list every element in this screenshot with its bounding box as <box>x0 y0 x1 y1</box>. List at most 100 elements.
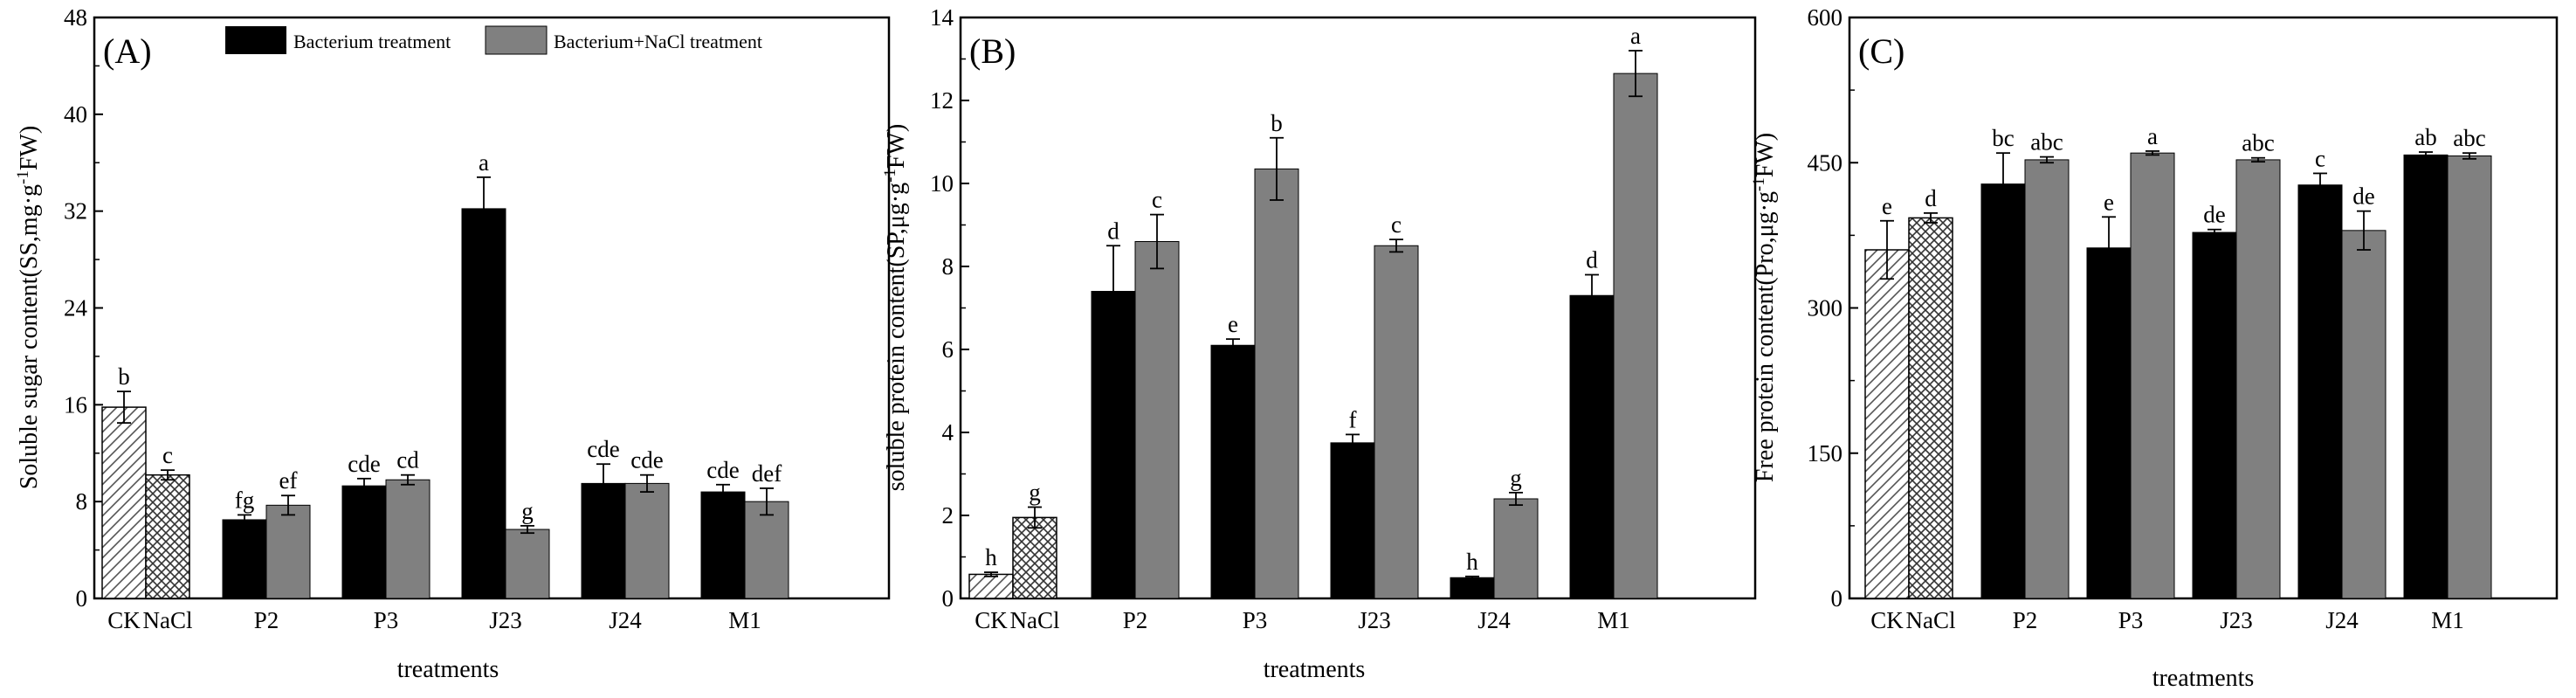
y-axis-title-c-main: Free protein content(Pro,μg·g <box>1752 191 1779 482</box>
y-tick-label-c-0: 0 <box>1831 585 1843 612</box>
error-bar-a-j24-s2 <box>640 473 654 493</box>
error-bar-a-j23-s2 <box>520 524 534 535</box>
legend-swatch-bacterium <box>225 26 286 54</box>
bar-c-ck <box>1864 249 1910 599</box>
error-bar-b-nacl <box>1028 506 1042 529</box>
x-tick-label-b-nacl: NaCl <box>1010 607 1060 633</box>
bar-a-m1-s1 <box>700 491 746 599</box>
sig-letter-b-p2-s1: d <box>1107 218 1119 244</box>
bar-b-nacl <box>1012 516 1057 599</box>
sig-letter-c-j24-s2: de <box>2352 183 2375 210</box>
bar-a-nacl <box>145 473 190 599</box>
sig-letter-c-ck: e <box>1882 193 1892 219</box>
error-bar-c-j24-s2 <box>2357 210 2371 251</box>
x-tick-label-c-p3: P3 <box>2118 607 2144 633</box>
sig-letter-c-j24-s1: c <box>2315 145 2325 171</box>
panel-label-b: (B) <box>969 31 1016 71</box>
y-tick-label-c-4: 600 <box>1808 4 1843 31</box>
sig-letter-c-m1-s2: abc <box>2453 125 2485 151</box>
error-bar-b-m1-s1 <box>1585 273 1599 317</box>
bar-a-j23-s1 <box>461 208 506 599</box>
sig-letter-c-j23-s1: de <box>2203 202 2226 228</box>
x-tick-label-c-j24: J24 <box>2325 607 2359 633</box>
x-ticks-a: CK NaCl P2 P3 J23 J24 M1 <box>107 591 761 633</box>
sig-letter-c-p2-s1: bc <box>1992 125 2015 151</box>
x-tick-label-c-ck: CK <box>1870 607 1904 633</box>
error-bar-c-ck <box>1880 219 1894 280</box>
error-bar-a-p3-s2 <box>401 473 415 486</box>
bar-c-m1-s1 <box>2403 154 2449 599</box>
sig-letter-a-j24-s2: cde <box>630 447 663 473</box>
x-tick-label-a-ck: CK <box>107 607 141 633</box>
y-tick-label-b-1: 2 <box>942 502 954 529</box>
error-bar-b-j23-s2 <box>1389 238 1403 253</box>
bar-a-p3-s1 <box>341 485 387 599</box>
error-bar-b-p3-s1 <box>1226 338 1240 353</box>
y-axis-title-a: Soluble sugar content(SS,mg·g-1FW) <box>14 126 43 489</box>
bar-c-p2-s1 <box>1980 183 2026 599</box>
error-bar-a-nacl <box>161 469 175 481</box>
y-axis-title-a-sup: -1 <box>14 170 32 184</box>
bar-b-p2-s2 <box>1134 241 1180 599</box>
bar-b-p3-s2 <box>1254 168 1299 599</box>
x-tick-label-a-p3: P3 <box>374 607 399 633</box>
y-tick-label-a-4: 32 <box>64 198 87 225</box>
y-tick-label-a-5: 40 <box>64 101 87 128</box>
bar-b-j24-s2 <box>1493 498 1539 599</box>
x-tick-label-c-j23: J23 <box>2220 607 2253 633</box>
sig-letter-a-j24-s1: cde <box>587 436 619 462</box>
y-tick-label-b-5: 10 <box>930 170 954 197</box>
x-axis-title-c: treatments <box>2152 665 2255 692</box>
y-tick-label-a-6: 48 <box>64 4 87 31</box>
sig-letter-b-nacl: g <box>1029 480 1041 506</box>
error-bar-c-j23-s1 <box>2208 228 2221 237</box>
bar-a-j23-s2 <box>505 529 550 599</box>
error-bar-c-p2-s1 <box>1996 152 2010 217</box>
sig-letter-a-ck: b <box>118 363 130 390</box>
x-tick-label-a-j23: J23 <box>489 607 522 633</box>
bar-c-j24-s2 <box>2341 230 2387 599</box>
bar-b-j24-s1 <box>1450 577 1495 599</box>
x-tick-label-b-ck: CK <box>975 607 1008 633</box>
y-axis-title-b: soluble protein content(SP,μg·g-1FW) <box>881 124 910 491</box>
y-tick-label-b-2: 4 <box>942 419 954 446</box>
sig-letter-a-nacl: c <box>162 442 173 468</box>
sig-letter-a-p2-s1: fg <box>235 487 255 513</box>
sig-letter-a-j23-s2: g <box>521 498 534 524</box>
sig-letter-b-j23-s1: f <box>1349 406 1357 432</box>
y-tick-label-c-1: 150 <box>1808 440 1843 466</box>
y-tick-label-a-3: 24 <box>64 295 88 321</box>
bar-a-ck <box>101 406 147 599</box>
sig-letter-a-p3-s2: cd <box>396 447 419 473</box>
sig-letter-b-j24-s2: g <box>1510 465 1522 491</box>
sig-letter-b-ck: h <box>985 544 997 570</box>
error-bar-b-m1-s2 <box>1629 50 1643 98</box>
panel-label-c: (C) <box>1858 31 1904 71</box>
bar-c-p3-s1 <box>2086 247 2132 599</box>
x-tick-label-b-m1: M1 <box>1597 607 1630 633</box>
y-axis-title-b-sup: -1 <box>881 169 899 183</box>
x-axis-title-a: treatments <box>397 656 499 683</box>
bar-a-p2-s1 <box>222 519 267 599</box>
error-bar-c-p3-s2 <box>2146 150 2159 156</box>
y-axis-title-c-tail: FW) <box>1752 133 1779 177</box>
sig-letter-b-p2-s2: c <box>1152 187 1162 213</box>
x-tick-label-c-nacl: NaCl <box>1906 607 1956 633</box>
legend-swatch-bacterium-nacl <box>485 25 548 55</box>
error-bar-c-nacl <box>1924 211 1938 224</box>
panel-c: (C) 0 150 300 450 600 CK NaCl P2 P3 J23 J24 M1 e d b… <box>1750 4 2559 692</box>
error-bar-a-p2-s2 <box>281 494 295 516</box>
error-bar-a-p3-s1 <box>357 477 371 494</box>
error-bar-b-j23-s1 <box>1346 433 1360 453</box>
y-tick-label-b-7: 14 <box>930 4 954 31</box>
y-ticks-c: 0 150 300 450 600 <box>1808 4 1858 612</box>
error-bar-b-j24-s1 <box>1465 575 1479 580</box>
bar-b-ck <box>968 573 1014 599</box>
error-bar-b-p2-s2 <box>1150 213 1164 270</box>
y-axis-title-a-main: Soluble sugar content(SS,mg·g <box>16 184 43 489</box>
sig-letter-b-j24-s1: h <box>1466 549 1478 575</box>
y-tick-label-b-4: 8 <box>942 253 954 280</box>
error-bar-c-m1-s1 <box>2419 151 2433 159</box>
x-tick-label-b-p3: P3 <box>1243 607 1268 633</box>
bar-c-m1-s2 <box>2447 155 2492 599</box>
